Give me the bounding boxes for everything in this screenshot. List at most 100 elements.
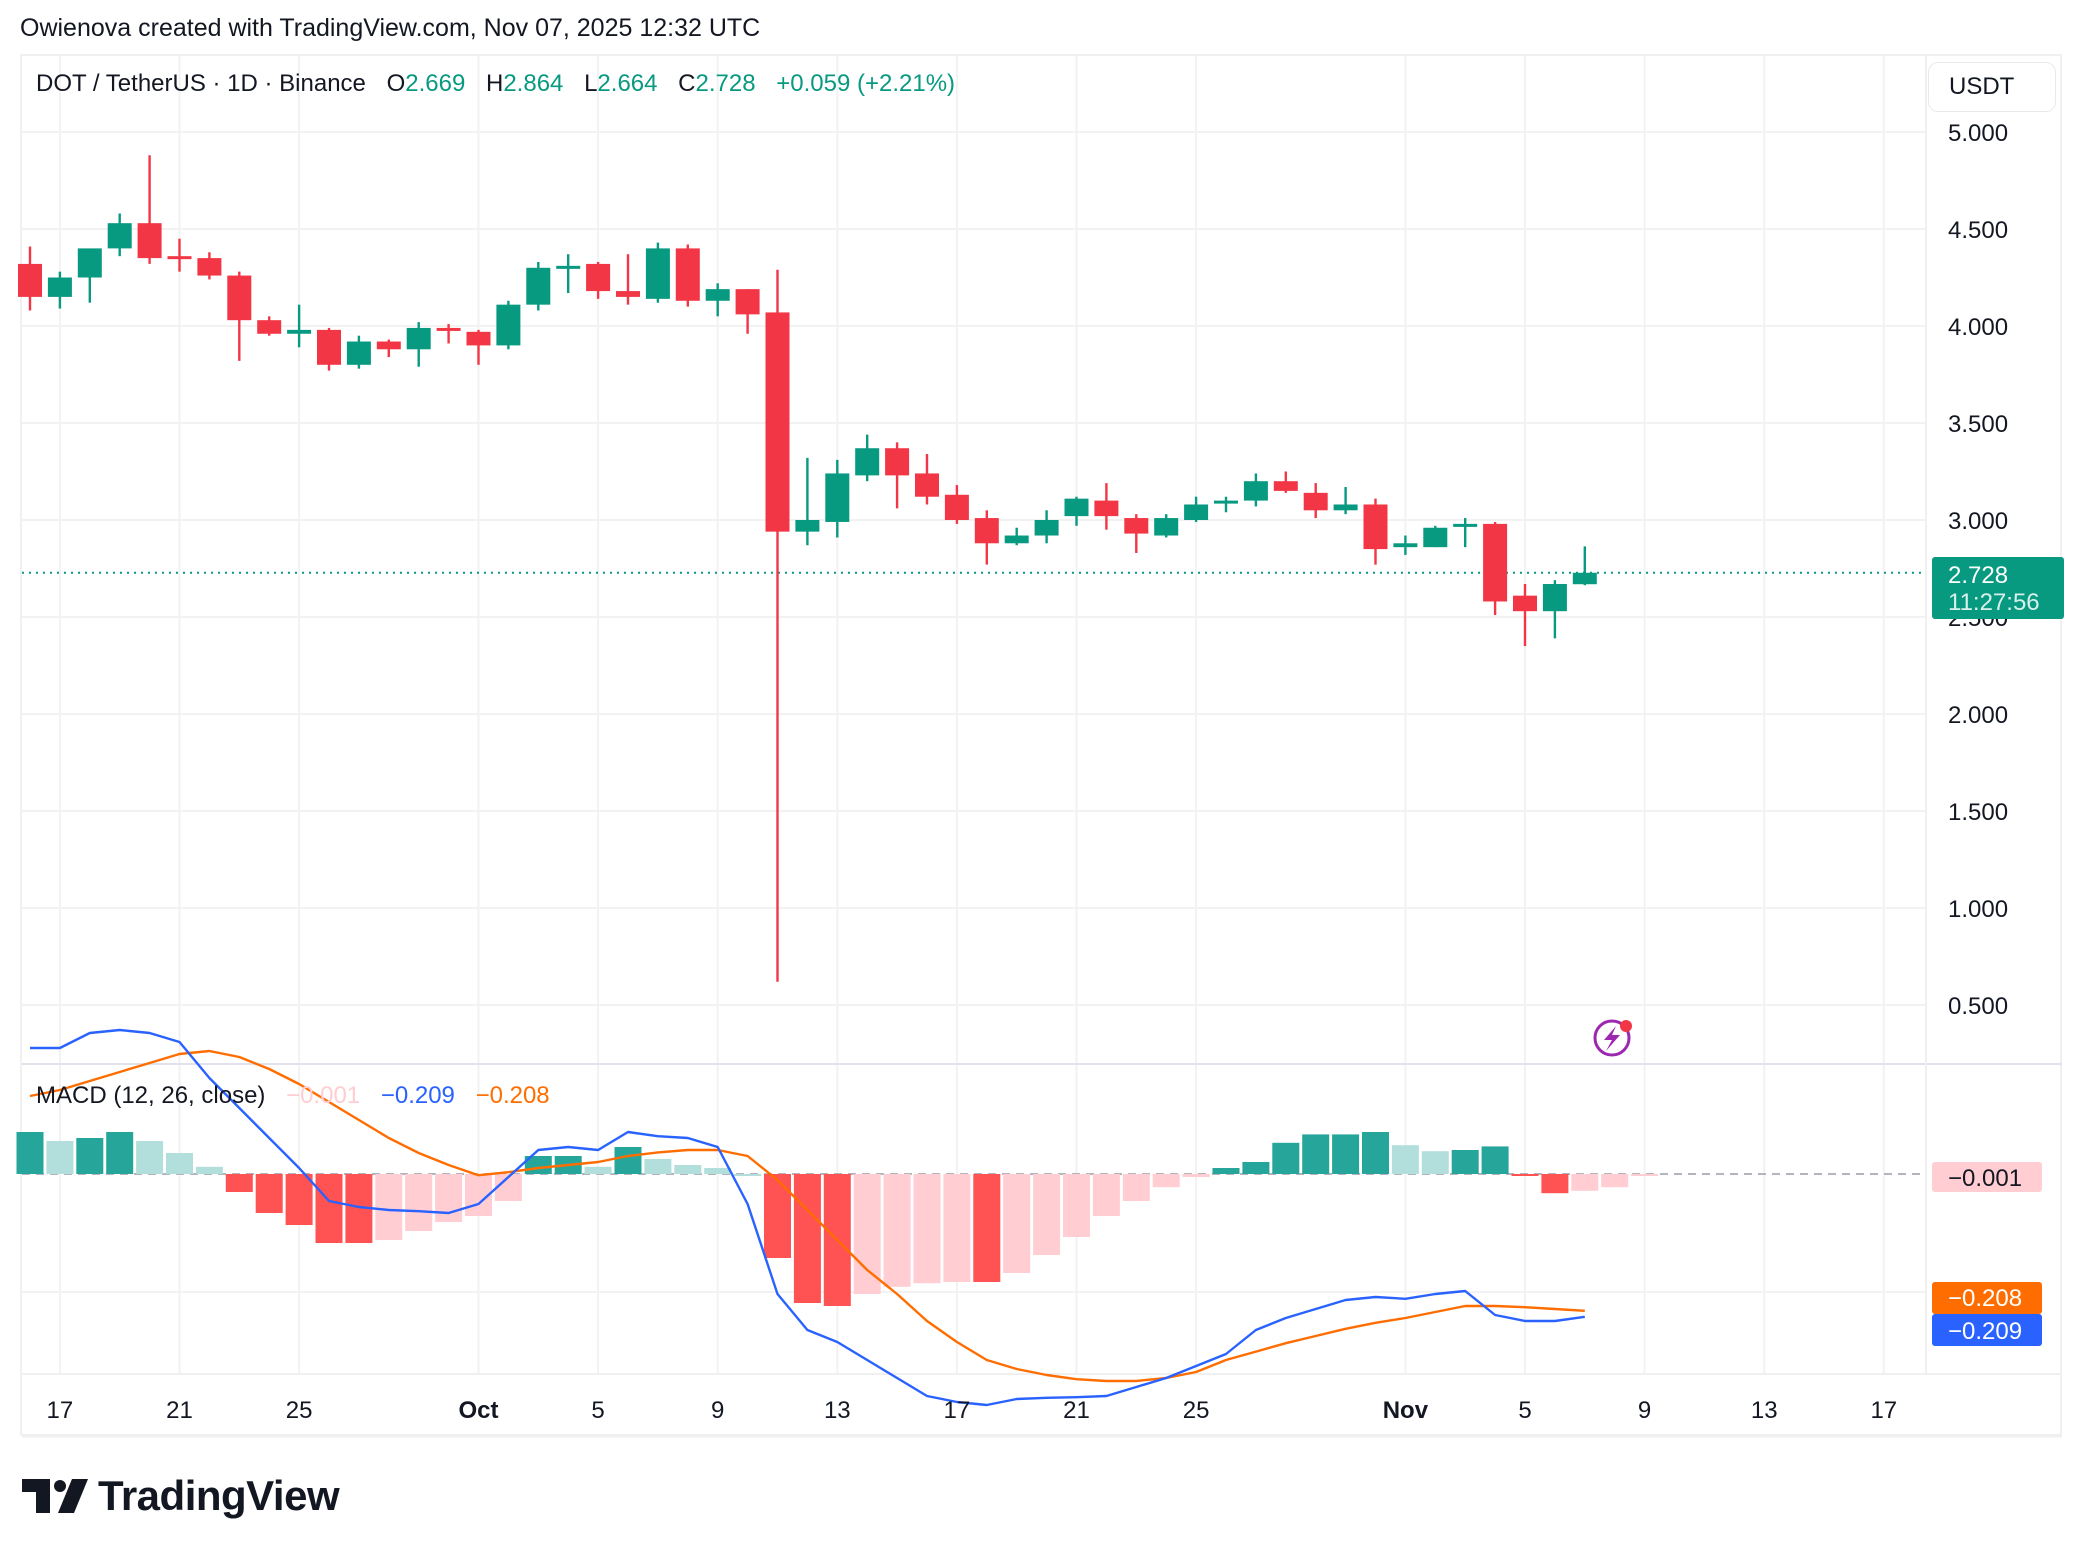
svg-text:9: 9	[1638, 1397, 1651, 1424]
candle[interactable]	[257, 316, 282, 336]
svg-text:17: 17	[1870, 1397, 1897, 1424]
candle[interactable]	[1542, 580, 1567, 639]
close-label: C	[678, 70, 696, 97]
candle[interactable]	[1393, 535, 1418, 555]
tradingview-logo[interactable]: TradingView	[22, 1472, 340, 1520]
candle[interactable]	[18, 246, 42, 311]
svg-text:3.500: 3.500	[1948, 411, 2008, 438]
low-value: 2.664	[597, 70, 658, 97]
svg-text:5: 5	[1518, 1397, 1531, 1424]
macd-legend: MACD (12, 26, close) −0.001 −0.209 −0.20…	[36, 1082, 550, 1110]
candle[interactable]	[1064, 496, 1089, 526]
candle[interactable]	[974, 510, 999, 565]
candle[interactable]	[1004, 527, 1029, 546]
svg-text:21: 21	[1063, 1397, 1090, 1424]
svg-text:−0.209: −0.209	[1948, 1318, 2022, 1345]
candle[interactable]	[1124, 514, 1149, 553]
candle[interactable]	[287, 304, 312, 348]
candle[interactable]	[1243, 473, 1268, 507]
candle[interactable]	[496, 300, 521, 350]
candle[interactable]	[436, 324, 461, 344]
candle[interactable]	[1094, 483, 1119, 530]
time-axis[interactable]: 17 21 25 Oct 5 9 13 17 21 25 Nov 5 9 13 17	[47, 1397, 1898, 1424]
candle[interactable]	[1363, 498, 1388, 565]
currency-button[interactable]: USDT	[1928, 62, 2056, 112]
symbol-legend: DOT / TetherUS · 1D · Binance O2.669 H2.…	[36, 70, 955, 98]
svg-text:25: 25	[1183, 1397, 1210, 1424]
candle[interactable]	[227, 271, 252, 361]
candle[interactable]	[1483, 521, 1508, 616]
macd-axis-tags: −0.001 −0.208 −0.209	[1932, 1162, 2042, 1346]
candle[interactable]	[1154, 514, 1179, 538]
tradingview-logo-icon	[22, 1479, 88, 1513]
candle[interactable]	[1423, 525, 1448, 548]
candle[interactable]	[825, 459, 850, 538]
tradingview-wordmark: TradingView	[98, 1472, 340, 1519]
candle[interactable]	[705, 283, 730, 317]
svg-text:−0.001: −0.001	[1948, 1165, 2022, 1192]
candle[interactable]	[765, 269, 790, 982]
svg-text:1.500: 1.500	[1948, 799, 2008, 826]
symbol-title[interactable]: DOT / TetherUS · 1D · Binance	[36, 70, 366, 97]
svg-text:13: 13	[824, 1397, 851, 1424]
low-label: L	[584, 70, 598, 97]
change-value: +0.059 (+2.21%)	[776, 70, 956, 97]
candle[interactable]	[107, 213, 132, 257]
svg-text:21: 21	[166, 1397, 193, 1424]
candle[interactable]	[915, 454, 939, 505]
candle[interactable]	[1333, 487, 1358, 515]
svg-text:9: 9	[711, 1397, 724, 1424]
candle[interactable]	[77, 248, 102, 303]
candle[interactable]	[616, 254, 640, 305]
open-value: 2.669	[405, 70, 466, 97]
svg-text:4.000: 4.000	[1948, 314, 2008, 341]
candle[interactable]	[675, 244, 700, 307]
svg-text:17: 17	[944, 1397, 971, 1424]
candle[interactable]	[1184, 496, 1209, 522]
macd-title[interactable]: MACD (12, 26, close)	[36, 1082, 266, 1109]
svg-text:1.000: 1.000	[1948, 896, 2008, 923]
candle[interactable]	[885, 442, 910, 509]
candle[interactable]	[556, 254, 581, 294]
candle[interactable]	[346, 335, 371, 369]
candle[interactable]	[795, 457, 820, 546]
svg-text:4.500: 4.500	[1948, 217, 2008, 244]
candle[interactable]	[1273, 471, 1298, 493]
candle[interactable]	[197, 252, 222, 280]
candle[interactable]	[317, 327, 341, 371]
macd-histogram	[16, 1132, 1659, 1306]
chart-attribution: Owienova created with TradingView.com, N…	[20, 14, 761, 42]
candle[interactable]	[376, 339, 401, 358]
candle[interactable]	[1513, 584, 1537, 647]
candles	[18, 155, 1597, 982]
macd-signal-value: −0.208	[475, 1082, 550, 1109]
candle[interactable]	[1572, 546, 1597, 586]
candle[interactable]	[1453, 518, 1478, 548]
svg-text:5: 5	[591, 1397, 604, 1424]
candle[interactable]	[406, 322, 431, 367]
candle[interactable]	[645, 242, 670, 303]
candle[interactable]	[137, 155, 162, 264]
candle[interactable]	[855, 434, 880, 482]
high-value: 2.864	[503, 70, 564, 97]
candle[interactable]	[735, 289, 760, 334]
svg-text:−0.208: −0.208	[1948, 1285, 2022, 1312]
candle[interactable]	[944, 485, 969, 524]
svg-text:Oct: Oct	[458, 1397, 498, 1424]
svg-text:3.000: 3.000	[1948, 508, 2008, 535]
candle[interactable]	[47, 271, 72, 309]
candle[interactable]	[586, 261, 611, 299]
candle[interactable]	[466, 329, 491, 365]
candle[interactable]	[526, 261, 551, 311]
candle[interactable]	[1034, 510, 1059, 544]
macd-signal-line	[29, 1049, 1585, 1383]
svg-text:11:27:56: 11:27:56	[1948, 589, 2040, 616]
high-label: H	[485, 70, 504, 97]
candle[interactable]	[1303, 483, 1328, 519]
svg-text:25: 25	[286, 1397, 313, 1424]
lightning-bolt-icon[interactable]	[1593, 1019, 1632, 1057]
candle[interactable]	[1214, 496, 1238, 513]
candle[interactable]	[167, 238, 192, 272]
